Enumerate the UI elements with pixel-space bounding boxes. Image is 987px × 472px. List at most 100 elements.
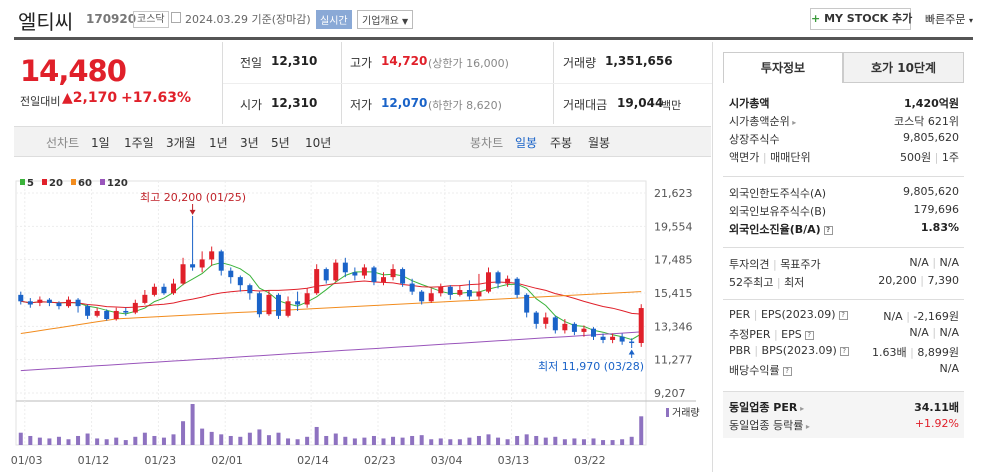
high-label: 고가 xyxy=(350,56,373,70)
high-value: 14,720 xyxy=(381,54,428,68)
period-tab-1d[interactable]: 1일 xyxy=(91,136,110,150)
candle-body xyxy=(256,293,262,315)
volume-bar xyxy=(352,438,357,445)
period-tab-1w[interactable]: 1주일 xyxy=(124,136,154,150)
info-value-text: 1,420억원 xyxy=(903,97,959,110)
tab-investment-info[interactable]: 투자정보 xyxy=(723,52,843,83)
candle-body xyxy=(562,323,568,331)
candle-body xyxy=(333,262,339,281)
x-axis-labels: 01/03 01/12 01/23 02/01 02/14 02/23 03/04 03/13… xyxy=(11,454,606,467)
candle-body xyxy=(591,328,596,337)
info-value-text: 9,805,620 xyxy=(903,131,959,144)
x-tick-label: 02/14 xyxy=(297,454,329,467)
volume-bar xyxy=(314,426,319,445)
moving-averages xyxy=(20,262,642,372)
volume-bar xyxy=(171,434,176,445)
quick-order-label: 빠른주문 xyxy=(925,13,966,26)
period-tab-3y[interactable]: 3년 xyxy=(240,136,259,150)
volume-bar xyxy=(333,433,338,445)
period-tab-5y[interactable]: 5년 xyxy=(271,136,290,150)
volume-bar xyxy=(133,436,138,445)
candle-tab-monthly[interactable]: 월봉 xyxy=(588,136,611,150)
info-value-text: +1.92% xyxy=(914,417,959,430)
x-tick-label: 03/22 xyxy=(574,454,606,467)
period-tab-1y[interactable]: 1년 xyxy=(209,136,228,150)
candle-tab-daily[interactable]: 일봉 xyxy=(515,136,538,150)
info-label: PER | EPS(2023.09)? xyxy=(729,308,848,321)
legend-label: 120 xyxy=(107,178,128,189)
change-rate: +17.63% xyxy=(121,90,192,106)
separator: | xyxy=(928,256,940,269)
info-value: 1.63배 | 8,899원 xyxy=(872,344,959,360)
volume-bar xyxy=(324,435,329,445)
header-divider xyxy=(14,37,973,40)
info-value-text: N/A xyxy=(939,362,959,375)
info-value-text: N/A xyxy=(909,256,929,269)
help-icon[interactable]: ? xyxy=(823,225,833,235)
upper-limit: (상한가 16,000) xyxy=(428,57,509,70)
company-overview-dropdown[interactable]: 기업개요 ▼ xyxy=(357,10,414,29)
candle-body xyxy=(600,336,606,340)
info-label: 투자의견 | 목표주가 xyxy=(729,256,821,272)
info-row: 외국인보유주식수(B) 179,696 xyxy=(729,203,959,220)
separator: | xyxy=(750,308,761,321)
info-value-text: 20,200 xyxy=(878,274,917,287)
prev-close-value: 12,310 xyxy=(271,54,318,68)
info-label-text: 52주최고 xyxy=(729,276,774,289)
info-label-text: 추정PER xyxy=(729,328,771,341)
period-tab-3m[interactable]: 3개월 xyxy=(166,136,196,150)
info-label: 액면가 | 매매단위 xyxy=(729,149,811,165)
info-label: 시가총액 xyxy=(729,95,769,111)
volume-bar xyxy=(362,437,367,445)
add-mystock-button[interactable]: + MY STOCK 추가 xyxy=(810,8,912,30)
volume-bar xyxy=(543,437,548,445)
volume-bar xyxy=(47,438,52,445)
info-row: PER | EPS(2023.09)? N/A | -2,169원 xyxy=(729,308,959,325)
arrow-right-icon[interactable]: ▸ xyxy=(803,422,810,431)
candle-body xyxy=(218,251,224,271)
help-icon[interactable]: ? xyxy=(838,310,848,320)
volume-bar xyxy=(534,435,539,445)
lower-limit: (하한가 8,620) xyxy=(428,99,502,112)
y-tick-label: 21,623 xyxy=(654,187,693,200)
volume-bar xyxy=(476,435,481,445)
candle-body xyxy=(171,283,176,294)
plus-icon: + xyxy=(811,12,821,25)
candle-body xyxy=(571,323,577,332)
info-row: 투자의견 | 목표주가 N/A | N/A xyxy=(729,256,959,273)
candle-tab-weekly[interactable]: 주봉 xyxy=(550,136,573,150)
info-label-secondary: 목표주가 xyxy=(780,258,821,271)
help-icon[interactable]: ? xyxy=(839,346,849,356)
panel-divider xyxy=(723,247,964,248)
volume-bar xyxy=(181,421,186,445)
arrow-right-icon[interactable]: ▸ xyxy=(789,118,797,127)
separator: | xyxy=(928,326,940,339)
info-row: 추정PER | EPS? N/A | N/A xyxy=(729,326,959,343)
y-tick-label: 9,207 xyxy=(654,387,686,400)
info-label-text: 시가총액 xyxy=(729,97,770,110)
help-icon[interactable]: ? xyxy=(804,330,814,340)
tab-orderbook[interactable]: 호가 10단계 xyxy=(843,52,964,83)
volume-bar xyxy=(190,404,195,445)
candle-body xyxy=(381,277,386,282)
volume-bar xyxy=(142,432,147,445)
open-value: 12,310 xyxy=(271,96,318,110)
candle-body xyxy=(228,270,234,278)
info-value: 코스닥 621위 xyxy=(894,113,959,129)
arrow-right-icon[interactable]: ▸ xyxy=(797,404,805,413)
ma-20-line xyxy=(20,280,642,315)
volume-bar xyxy=(209,431,214,445)
info-value-text: N/A xyxy=(883,310,903,323)
info-label: PBR | BPS(2023.09)? xyxy=(729,344,849,357)
period-tab-10y[interactable]: 10년 xyxy=(305,136,332,150)
candle-body xyxy=(295,301,301,305)
candle-body xyxy=(438,286,444,294)
quick-order-dropdown[interactable]: 빠른주문 ▾ xyxy=(925,11,973,27)
realtime-button[interactable]: 실시간 xyxy=(316,10,352,29)
help-icon[interactable]: ? xyxy=(782,366,792,376)
candles xyxy=(18,215,644,349)
candle-body xyxy=(419,291,425,302)
candle-body xyxy=(94,310,100,316)
price-chart[interactable]: 거래량 21,623 19,554 17,485 15,415 13,346 11,277… xyxy=(0,168,712,472)
volume-bar xyxy=(505,439,510,445)
